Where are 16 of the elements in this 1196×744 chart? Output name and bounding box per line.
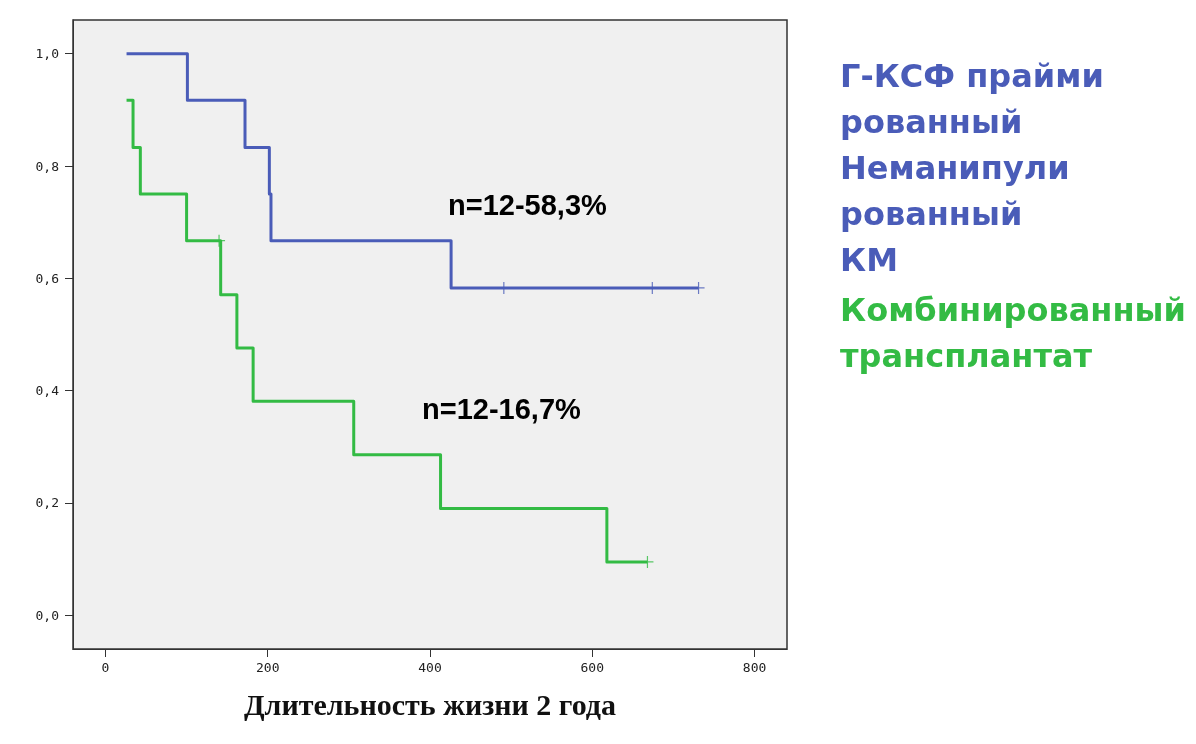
x-axis-title: Длительность жизни 2 года: [243, 687, 617, 721]
text: Комбинированный трансплантат: [840, 291, 1186, 375]
y-tick-label: 0,8: [35, 158, 59, 174]
x-tick-label: 400: [418, 660, 442, 675]
annotation: n=12-16,7%: [422, 392, 582, 425]
x-tick-label: 600: [580, 660, 605, 675]
x-tick-label: 800: [742, 660, 767, 675]
y-tick-label: 0,2: [35, 495, 59, 511]
text: Г-КСФ прайми рованный Неманипули рованный КМ: [840, 57, 1104, 279]
y-tick-label: 0,4: [35, 383, 60, 399]
annotation: n=12-58,3%: [448, 188, 608, 221]
x-tick-label: 200: [255, 660, 280, 675]
x-tick-label: 0: [101, 660, 110, 675]
y-tick-label: 0,6: [35, 270, 59, 286]
y-tick-label: 0,0: [35, 607, 59, 623]
y-tick-label: 1,0: [35, 46, 59, 62]
